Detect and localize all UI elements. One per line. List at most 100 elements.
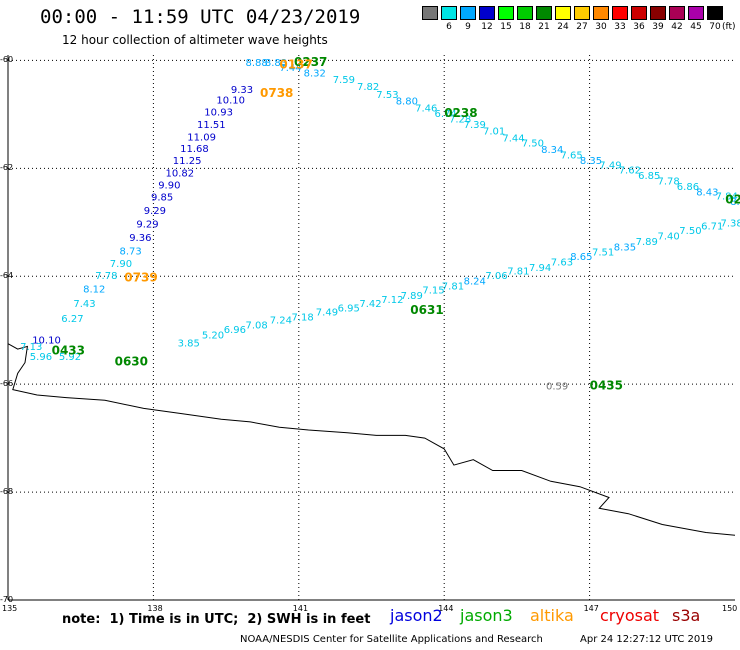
wave-height-label: 8.35 — [580, 156, 602, 167]
wave-height-label: 0.59 — [546, 382, 568, 393]
pass-time-label: 0137 — [279, 58, 312, 72]
pass-time-label: 0433 — [52, 344, 85, 358]
satellite-name: jason3 — [460, 606, 513, 625]
lon-tick-label: 138 — [147, 604, 163, 613]
legend-label: 27 — [576, 22, 588, 32]
wave-height-label: 7.89 — [401, 291, 423, 302]
chart-subtitle: 12 hour collection of altimeter wave hei… — [62, 33, 328, 47]
legend-swatch — [707, 6, 723, 20]
wave-height-label: 8.35 — [614, 242, 636, 253]
legend-swatch — [536, 6, 552, 20]
wave-height-label: 8.73 — [120, 247, 142, 258]
lon-tick-label: 141 — [292, 604, 309, 613]
wave-height-label: 8.43 — [696, 187, 718, 198]
legend-swatch — [688, 6, 704, 20]
footer-note: note: 1) Time is in UTC; 2) SWH is in fe… — [62, 612, 371, 627]
wave-height-label: 9.85 — [151, 193, 173, 204]
legend-swatch — [441, 6, 457, 20]
satellite-name: cryosat — [600, 606, 660, 625]
wave-height-label: 10.10 — [216, 96, 245, 107]
wave-height-label: 10.93 — [204, 107, 233, 118]
wave-height-label: 8.14 — [730, 197, 740, 208]
wave-height-label: 5.20 — [202, 330, 224, 341]
legend-swatch — [631, 6, 647, 20]
legend-label: 42 — [671, 22, 683, 32]
lat-tick-label: -66 — [0, 379, 14, 389]
wave-height-label: 8.88 — [246, 58, 268, 69]
wave-height-label: 7.06 — [485, 271, 507, 282]
wave-height-label: 7.43 — [73, 299, 95, 310]
wave-height-label: 7.82 — [357, 82, 379, 93]
wave-height-label: 8.83 — [265, 58, 287, 69]
lat-tick-label: -68 — [0, 487, 14, 497]
wave-height-label: 7.49 — [599, 160, 621, 171]
legend-label: 33 — [614, 22, 626, 32]
wave-height-label: 5.96 — [30, 352, 52, 363]
lat-tick-label: -62 — [0, 163, 14, 173]
legend-swatch — [479, 6, 495, 20]
wave-height-label: 9.33 — [231, 85, 253, 96]
wave-height-label: 8.80 — [396, 97, 418, 108]
wave-height-labels: 8.888.837.44 8.327.597.827.538.807.466.74… — [20, 58, 740, 393]
wave-height-label: 7.46 — [415, 104, 437, 115]
pass-time-label: 0739 — [124, 271, 157, 285]
wave-height-label: 7.94 — [529, 263, 551, 274]
wave-height-label: 8.24 — [464, 276, 486, 287]
wave-height-label: 10.82 — [166, 168, 195, 179]
wave-height-label: 7.81 — [507, 267, 529, 278]
legend-swatch — [574, 6, 590, 20]
wave-height-label: 11.51 — [197, 120, 226, 131]
wave-height-label: 7.81 — [442, 282, 464, 293]
wave-height-label: 9.29 — [144, 206, 166, 217]
wave-height-label: 10.10 — [32, 336, 61, 347]
legend-label: 45 — [690, 22, 702, 32]
wave-height-label: 7.53 — [376, 90, 398, 101]
wave-height-label: 8.34 — [541, 145, 563, 156]
legend-swatch — [612, 6, 628, 20]
satellite-name: jason2 — [390, 606, 443, 625]
wave-height-label: 7.78 — [95, 271, 117, 282]
wave-height-label: 6.96 — [224, 325, 246, 336]
lat-lon-grid — [7, 55, 735, 601]
wave-height-label: 7.12 — [381, 295, 403, 306]
wave-height-label: 7.44 — [279, 63, 301, 74]
wave-height-label: 7.78 — [658, 177, 680, 188]
legend-swatch — [422, 6, 438, 20]
wave-height-label: 8.65 — [570, 252, 592, 263]
pass-time-labels: 0237013707380238023906307390631043306300… — [52, 55, 740, 393]
pass-time-label: 0237 — [294, 55, 327, 69]
legend-label: 12 — [481, 22, 493, 32]
legend-swatch — [517, 6, 533, 20]
legend-swatch — [593, 6, 609, 20]
wave-height-label: 9.90 — [158, 180, 180, 191]
wave-height-label: 6.27 — [61, 314, 83, 325]
wave-height-label: 8.12 — [83, 284, 105, 295]
legend-label: 15 — [500, 22, 512, 32]
wave-height-label: 7.59 — [333, 75, 355, 86]
wave-height-label: 8.32 — [304, 69, 326, 80]
wave-height-label: 7.62 — [619, 166, 641, 177]
legend-swatch — [650, 6, 666, 20]
wave-height-label: 11.68 — [180, 144, 209, 155]
lon-tick-label: 144 — [438, 604, 454, 613]
wave-height-label: 7.08 — [246, 321, 268, 332]
wave-height-label: 11.25 — [173, 156, 202, 167]
wave-height-label: 3.85 — [178, 338, 200, 349]
legend-swatch — [669, 6, 685, 20]
wave-height-label: 7.01 — [483, 126, 505, 137]
lon-tick-label: 135 — [2, 604, 18, 613]
wave-height-label: 9.29 — [136, 220, 158, 231]
wave-height-label: 7.50 — [522, 139, 544, 150]
legend-label: 70 — [709, 22, 721, 32]
legend-label: 18 — [519, 22, 531, 32]
legend-label: 21 — [538, 22, 550, 32]
wave-height-label: 5.92 — [59, 352, 81, 363]
wave-height-label: 11.09 — [187, 132, 216, 143]
wave-height-label: 7.44 — [502, 133, 524, 144]
wave-height-label: 7.89 — [636, 237, 658, 248]
wave-height-label: 7.28 — [449, 115, 471, 126]
legend-label: 36 — [633, 22, 645, 32]
legend-label: 9 — [465, 22, 471, 32]
legend-swatch — [498, 6, 514, 20]
wave-height-label: 7.24 — [270, 316, 292, 327]
